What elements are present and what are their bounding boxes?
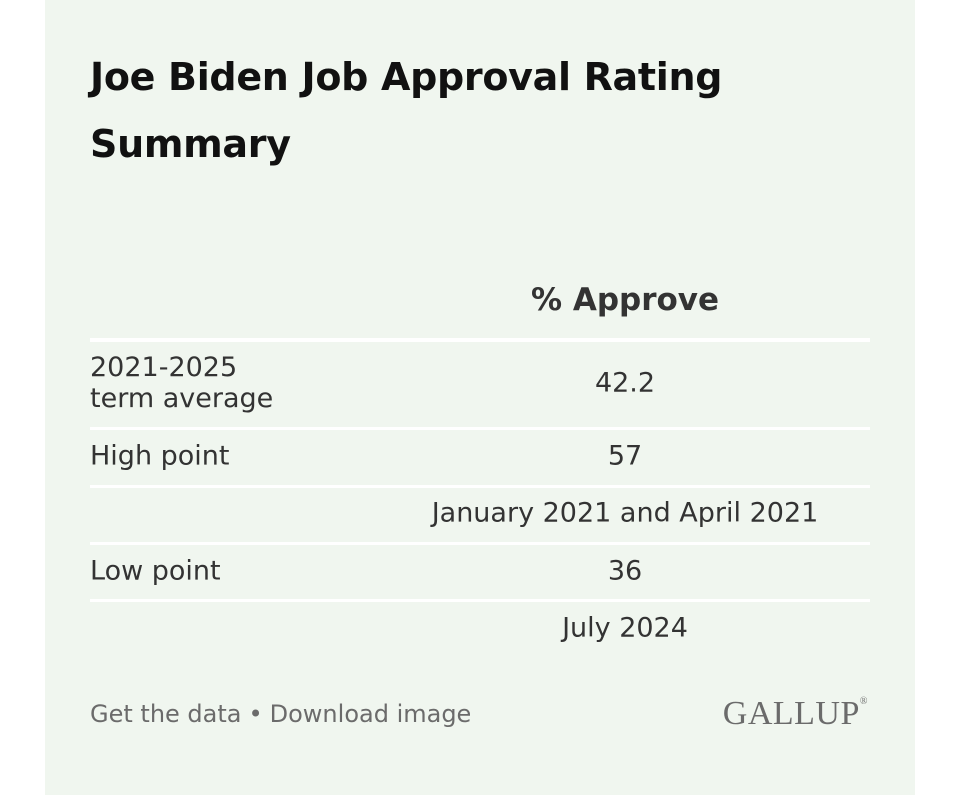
footer-link[interactable]: Download image bbox=[269, 700, 472, 728]
logo-text: GALLUP bbox=[722, 695, 860, 732]
logo: GALLUP® bbox=[723, 695, 868, 733]
separator: • bbox=[248, 700, 263, 728]
row-separator bbox=[90, 427, 870, 430]
row-separator bbox=[90, 542, 870, 545]
row-label: High point bbox=[90, 440, 230, 472]
row-value: 42.2 bbox=[594, 367, 656, 399]
card: Joe Biden Job Approval Rating Summary % … bbox=[45, 0, 915, 795]
row-label: 2021-2025 term average bbox=[90, 352, 274, 414]
row-label: Low point bbox=[90, 555, 221, 587]
row-value: July 2024 bbox=[562, 612, 688, 644]
title: Joe Biden Job Approval Rating Summary bbox=[90, 55, 723, 166]
footer-links: Get the data • Download image bbox=[90, 700, 471, 728]
footer-link[interactable]: Get the data bbox=[90, 700, 242, 728]
header-separator bbox=[90, 338, 870, 342]
logo-mark: ® bbox=[859, 696, 868, 707]
row-value: January 2021 and April 2021 bbox=[431, 497, 819, 529]
row-separator bbox=[90, 485, 870, 488]
column-header: % Approve bbox=[530, 282, 720, 318]
row-separator bbox=[90, 599, 870, 602]
row-value: 57 bbox=[607, 440, 643, 472]
row-value: 36 bbox=[607, 555, 643, 587]
